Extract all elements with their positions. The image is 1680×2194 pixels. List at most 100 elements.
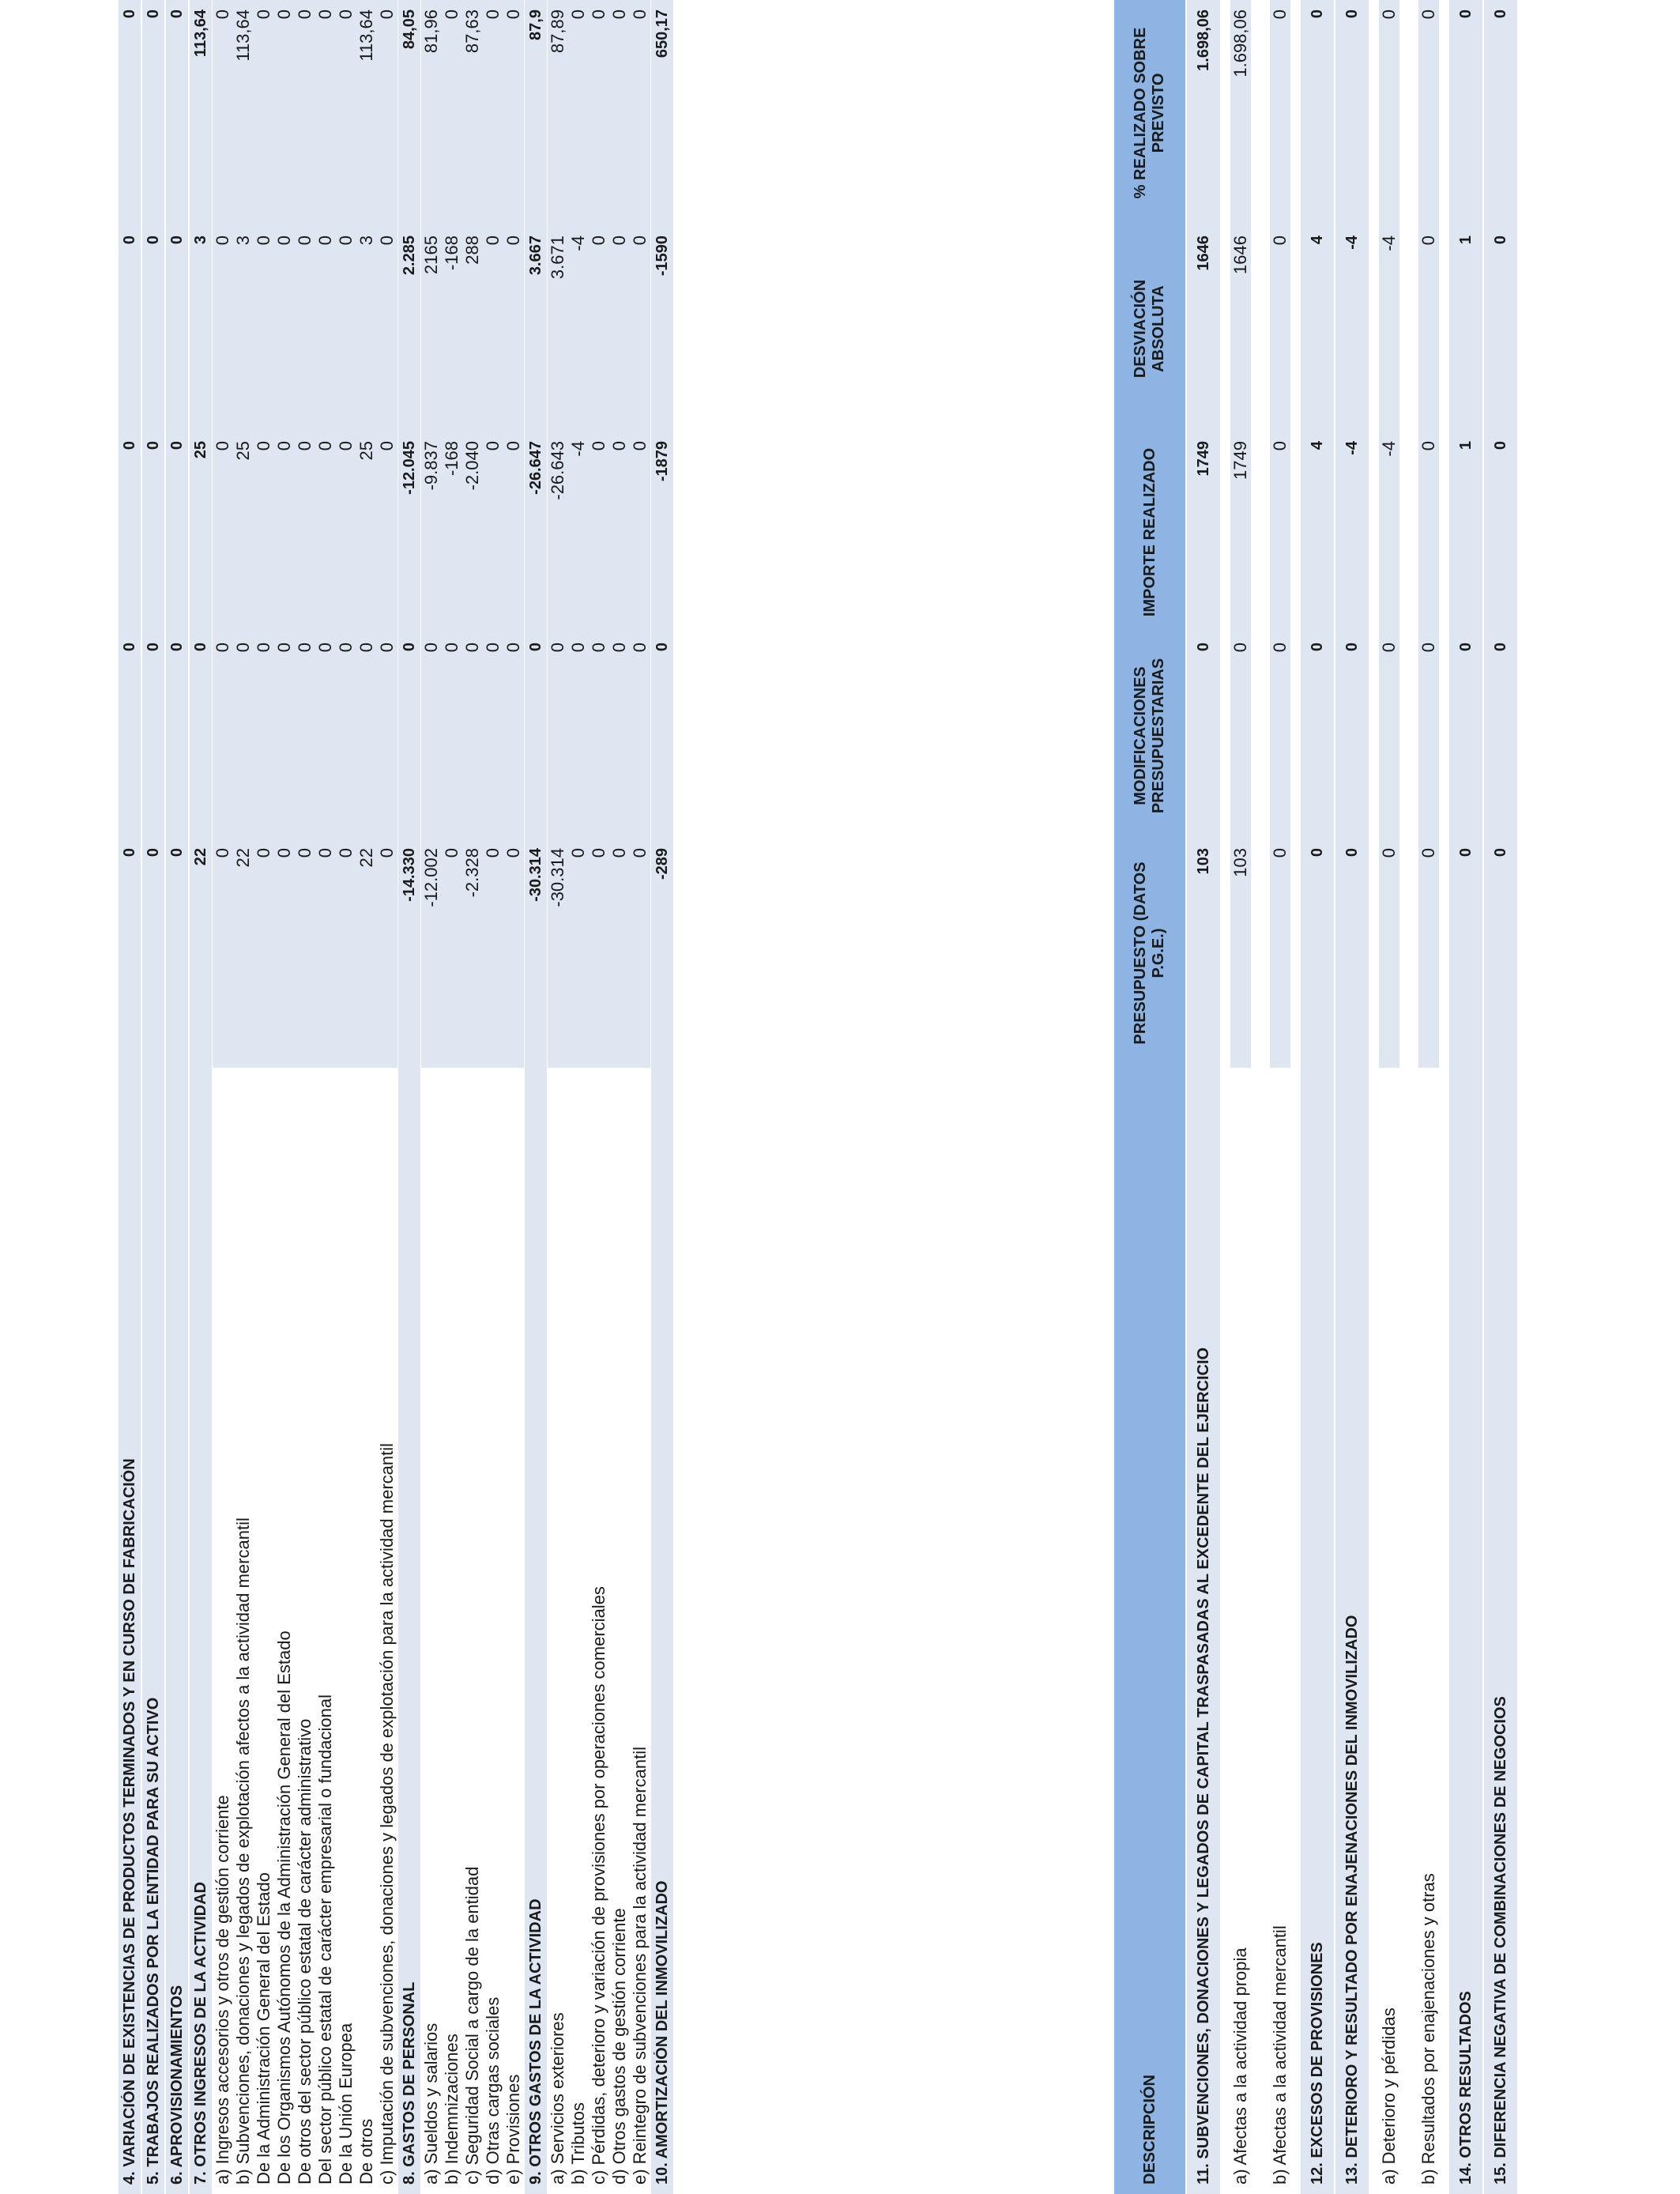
table-header: DESCRIPCIÓN PRESUPUESTO (DATOS P.G.E.) MOD… bbox=[1114, 0, 1187, 2194]
budget-cell: -14.330 bbox=[400, 848, 418, 902]
table-row: e) Reintegro de subvenciones para la act… bbox=[630, 0, 651, 2194]
percent-cell: 0 bbox=[1308, 9, 1326, 19]
realized-cell: 0 bbox=[295, 432, 315, 633]
description-cell: a) Servicios exteriores bbox=[548, 1068, 568, 2194]
realized-cell: 0 bbox=[213, 432, 233, 633]
percent-cell: 0 bbox=[1456, 9, 1475, 19]
deviation-cell: 3 bbox=[233, 226, 254, 432]
budget-cell: -30.314 bbox=[526, 848, 544, 902]
modifications-cell: 0 bbox=[377, 633, 397, 839]
modifications-cell: 0 bbox=[503, 633, 524, 839]
modifications-cell: 0 bbox=[1343, 643, 1361, 652]
realized-cell: -9.837 bbox=[421, 432, 442, 633]
budget-cell: 0 bbox=[1343, 848, 1361, 858]
percent-cell: 113,64 bbox=[191, 9, 209, 58]
modifications-cell: 0 bbox=[400, 643, 418, 652]
percent-cell: 0 bbox=[295, 0, 315, 226]
deviation-cell: 0 bbox=[609, 226, 630, 432]
realized-cell: 0 bbox=[144, 441, 162, 450]
deviation-cell: 0 bbox=[503, 226, 524, 432]
percent-cell: 650,17 bbox=[653, 9, 671, 58]
modifications-cell: 0 bbox=[213, 633, 233, 839]
realized-cell: -26.647 bbox=[526, 441, 544, 495]
deviation-cell: -4 bbox=[1379, 226, 1399, 432]
deviation-cell: 0 bbox=[295, 226, 315, 432]
percent-cell: 113,64 bbox=[233, 0, 254, 226]
table-row: c) Imputación de subvenciones, donacione… bbox=[377, 0, 398, 2194]
realized-cell: -4 bbox=[1343, 441, 1361, 455]
description-cell: c) Seguridad Social a cargo de la entida… bbox=[462, 1068, 483, 2194]
realized-cell: 25 bbox=[191, 441, 209, 459]
realized-cell: 1749 bbox=[1194, 441, 1212, 477]
deviation-cell: -1590 bbox=[653, 236, 671, 277]
budget-cell: 103 bbox=[1230, 839, 1251, 1068]
table-row: De la Administración General del Estado 0… bbox=[254, 0, 275, 2194]
modifications-cell: 0 bbox=[442, 633, 462, 839]
realized-cell: 1749 bbox=[1230, 432, 1251, 633]
section-row: 7. OTROS INGRESOS DE LA ACTIVIDAD 22 0 25 3 1… bbox=[190, 0, 213, 2194]
description-cell: a) Afectas a la actividad propia bbox=[1230, 1068, 1251, 2194]
percent-cell: 0 bbox=[168, 9, 186, 19]
table-row: d) Otros gastos de gestión corriente 0 0 0 0… bbox=[609, 0, 631, 2194]
realized-cell: 4 bbox=[1308, 441, 1326, 450]
description-cell: b) Afectas a la actividad mercantil bbox=[1270, 1068, 1290, 2194]
realized-cell: -1879 bbox=[653, 441, 671, 482]
description-cell: De la Unión Europea bbox=[336, 1068, 356, 2194]
percent-cell: 0 bbox=[442, 0, 462, 226]
description-cell: b) Indemnizaciones bbox=[442, 1068, 462, 2194]
percent-cell: 0 bbox=[1343, 9, 1361, 19]
budget-cell: 0 bbox=[144, 848, 162, 858]
deviation-cell: 0 bbox=[213, 226, 233, 432]
deviation-cell: 0 bbox=[1270, 226, 1290, 432]
realized-cell: 1 bbox=[1456, 441, 1475, 450]
description-cell: 7. OTROS INGRESOS DE LA ACTIVIDAD bbox=[191, 1882, 209, 2185]
description-cell: 6. APROVISIONAMIENTOS bbox=[168, 1985, 186, 2185]
section-row: 12. EXCESOS DE PROVISIONES 0 0 4 4 0 bbox=[1301, 0, 1335, 2194]
budget-cell: 0 bbox=[1308, 848, 1326, 858]
section-row: 15. DIFERENCIA NEGATIVA DE COMBINACIONES… bbox=[1484, 0, 1519, 2194]
percent-cell: 0 bbox=[144, 9, 162, 19]
deviation-cell: 0 bbox=[274, 226, 295, 432]
modifications-cell: 0 bbox=[336, 633, 356, 839]
table-row: b) Resultados por enajenaciones y otras 0… bbox=[1410, 0, 1449, 2194]
header-budget-cell: PRESUPUESTO (DATOS P.G.E.) bbox=[1114, 839, 1185, 1068]
realized-cell: 25 bbox=[356, 432, 377, 633]
realized-cell: 0 bbox=[609, 432, 630, 633]
description-cell: 9. OTROS GASTOS DE LA ACTIVIDAD bbox=[526, 1898, 544, 2185]
deviation-cell: -4 bbox=[1343, 236, 1361, 250]
realized-cell: -2.040 bbox=[462, 432, 483, 633]
description-cell: De otros bbox=[356, 1068, 377, 2194]
percent-cell: 87,89 bbox=[548, 0, 568, 226]
section-row: 9. OTROS GASTOS DE LA ACTIVIDAD -30.314 0 -… bbox=[525, 0, 548, 2194]
percent-cell: 0 bbox=[609, 0, 630, 226]
section-row: 11. SUBVENCIONES, DONACIONES Y LEGADOS D… bbox=[1187, 0, 1222, 2194]
deviation-cell: 2165 bbox=[421, 226, 442, 432]
table-row: a) Servicios exteriores -30.314 0 -26.643 3.… bbox=[548, 0, 569, 2194]
deviation-cell: 3 bbox=[191, 236, 209, 245]
modifications-cell: 0 bbox=[1270, 633, 1290, 839]
budget-cell: 0 bbox=[336, 839, 356, 1068]
description-cell: 4. VARIACIÓN DE EXISTENCIAS DE PRODUCTOS… bbox=[120, 1458, 138, 2185]
header-description-cell: DESCRIPCIÓN bbox=[1114, 1068, 1185, 2194]
budget-cell: -30.314 bbox=[548, 839, 568, 1068]
table-row: De otros del sector público estatal de c… bbox=[295, 0, 316, 2194]
realized-cell: 0 bbox=[336, 432, 356, 633]
modifications-cell: 0 bbox=[1418, 633, 1439, 839]
section-row: 13. DETERIORO Y RESULTADO POR ENAJENACIO… bbox=[1335, 0, 1370, 2194]
table-row: b) Afectas a la actividad mercantil 0 0 0 0 0 bbox=[1261, 0, 1301, 2194]
header-deviation-cell: DESVIACIÓN ABSOLUTA bbox=[1114, 226, 1185, 432]
budget-cell: 0 bbox=[568, 839, 589, 1068]
budget-cell: 0 bbox=[609, 839, 630, 1068]
description-cell: 13. DETERIORO Y RESULTADO POR ENAJENACIO… bbox=[1343, 1615, 1361, 2185]
modifications-cell: 0 bbox=[144, 643, 162, 652]
budget-table-upper: 4. VARIACIÓN DE EXISTENCIAS DE PRODUCTOS… bbox=[119, 0, 675, 2194]
deviation-cell: 4 bbox=[1308, 236, 1326, 245]
section-row: 6. APROVISIONAMIENTOS 0 0 0 0 0 bbox=[166, 0, 190, 2194]
description-cell: d) Otras cargas sociales bbox=[483, 1068, 503, 2194]
modifications-cell: 0 bbox=[1194, 643, 1212, 652]
description-cell: 15. DIFERENCIA NEGATIVA DE COMBINACIONES… bbox=[1491, 1696, 1509, 2185]
modifications-cell: 0 bbox=[1379, 633, 1399, 839]
description-cell: De otros del sector público estatal de c… bbox=[295, 1068, 315, 2194]
deviation-cell: -4 bbox=[568, 226, 589, 432]
